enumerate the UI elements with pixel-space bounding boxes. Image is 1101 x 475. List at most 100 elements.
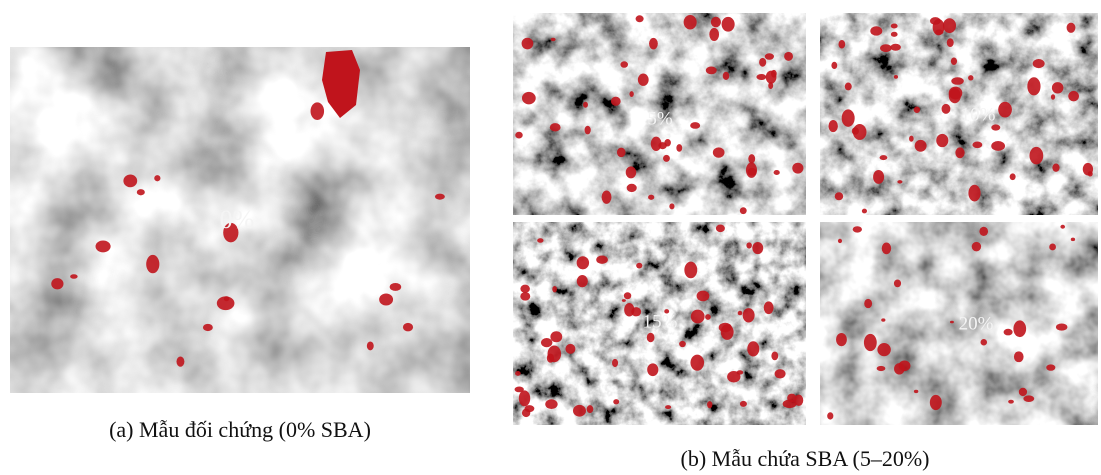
red-spot bbox=[784, 52, 793, 61]
red-spot bbox=[880, 44, 892, 52]
image bbox=[820, 13, 1098, 215]
red-spot bbox=[759, 58, 766, 67]
caption-a: (a) Mẫu đối chứng (0% SBA) bbox=[109, 417, 371, 442]
red-spot bbox=[775, 369, 786, 378]
red-spot bbox=[550, 123, 561, 131]
red-spot bbox=[1010, 173, 1016, 180]
red-spot bbox=[947, 38, 954, 47]
red-spot bbox=[520, 285, 530, 293]
red-spot bbox=[827, 412, 833, 419]
red-spot bbox=[367, 341, 374, 350]
red-spot bbox=[894, 280, 901, 288]
red-spot bbox=[649, 38, 658, 49]
red-spot bbox=[647, 333, 655, 342]
red-spot bbox=[647, 363, 658, 376]
red-spot bbox=[1027, 77, 1040, 95]
red-spot bbox=[624, 303, 634, 316]
red-spot bbox=[897, 180, 902, 183]
red-spot bbox=[669, 203, 674, 209]
red-spot bbox=[676, 144, 682, 152]
red-spot bbox=[979, 227, 988, 236]
red-spot bbox=[565, 344, 575, 354]
caption-b: (b) Mẫu chứa SBA (5–20%) bbox=[681, 446, 930, 471]
red-spot bbox=[379, 293, 393, 305]
red-spot bbox=[951, 77, 964, 85]
red-spot bbox=[620, 61, 628, 68]
red-spot bbox=[774, 170, 780, 175]
red-spot bbox=[627, 184, 637, 192]
red-spot bbox=[951, 58, 957, 66]
red-spot bbox=[624, 292, 631, 299]
red-spot bbox=[629, 91, 633, 97]
red-spot bbox=[706, 66, 717, 74]
red-spot bbox=[577, 275, 588, 287]
red-spot bbox=[636, 15, 644, 22]
red-spot bbox=[915, 140, 927, 152]
red-spot bbox=[864, 299, 872, 308]
red-spot bbox=[752, 242, 763, 254]
red-spot bbox=[550, 331, 562, 342]
red-spot bbox=[942, 104, 951, 114]
red-spot bbox=[950, 321, 954, 324]
red-spot bbox=[1023, 395, 1034, 402]
red-spot bbox=[740, 401, 747, 407]
red-spot bbox=[711, 17, 721, 28]
red-spot bbox=[525, 405, 535, 412]
red-spot bbox=[853, 226, 862, 232]
red-spot bbox=[842, 109, 855, 127]
red-spot bbox=[765, 53, 774, 59]
red-spot bbox=[877, 343, 890, 356]
red-spot bbox=[573, 405, 586, 417]
red-spot bbox=[617, 148, 626, 158]
red-spot bbox=[684, 262, 697, 279]
red-spot bbox=[955, 147, 964, 158]
red-spot bbox=[707, 401, 712, 408]
red-spot bbox=[1004, 329, 1013, 336]
red-spot bbox=[611, 97, 621, 106]
red-spot bbox=[519, 390, 530, 406]
panel-label: 20% bbox=[959, 313, 994, 334]
red-spot bbox=[1033, 59, 1045, 68]
red-spot bbox=[217, 296, 235, 310]
red-spot bbox=[697, 291, 710, 302]
red-spot bbox=[891, 32, 898, 37]
red-spot bbox=[585, 126, 591, 135]
red-spot bbox=[864, 334, 877, 351]
red-spot bbox=[583, 102, 588, 108]
red-spot bbox=[691, 310, 705, 324]
red-spot bbox=[723, 72, 730, 80]
red-spot bbox=[831, 62, 837, 69]
red-spot bbox=[690, 355, 704, 371]
red-spot bbox=[602, 191, 612, 204]
red-spot bbox=[792, 163, 803, 174]
red-spot bbox=[596, 255, 608, 263]
red-spot bbox=[1056, 324, 1067, 331]
red-spot bbox=[435, 194, 445, 200]
panel-label: 15% bbox=[643, 311, 678, 332]
red-spot bbox=[766, 71, 777, 84]
red-spot bbox=[679, 341, 686, 347]
red-spot bbox=[764, 301, 774, 314]
red-spot bbox=[838, 40, 845, 49]
red-spot bbox=[612, 359, 618, 367]
red-spot bbox=[664, 139, 671, 147]
red-spot bbox=[1046, 364, 1055, 370]
red-spot bbox=[891, 23, 898, 28]
red-spot bbox=[541, 338, 552, 347]
red-spot bbox=[70, 274, 78, 279]
red-spot bbox=[154, 175, 160, 181]
red-spot bbox=[403, 323, 413, 332]
red-spot bbox=[862, 209, 867, 214]
red-spot bbox=[146, 255, 159, 273]
red-spot bbox=[968, 75, 973, 80]
red-spot bbox=[1067, 23, 1076, 33]
red-spot bbox=[123, 175, 137, 188]
red-spot bbox=[845, 83, 852, 91]
red-spot bbox=[747, 168, 756, 176]
red-spot bbox=[137, 189, 145, 195]
red-spot bbox=[545, 399, 557, 409]
red-spot bbox=[636, 263, 642, 269]
red-spot bbox=[690, 122, 700, 129]
red-spot bbox=[991, 124, 1000, 130]
red-spot bbox=[1008, 400, 1014, 404]
